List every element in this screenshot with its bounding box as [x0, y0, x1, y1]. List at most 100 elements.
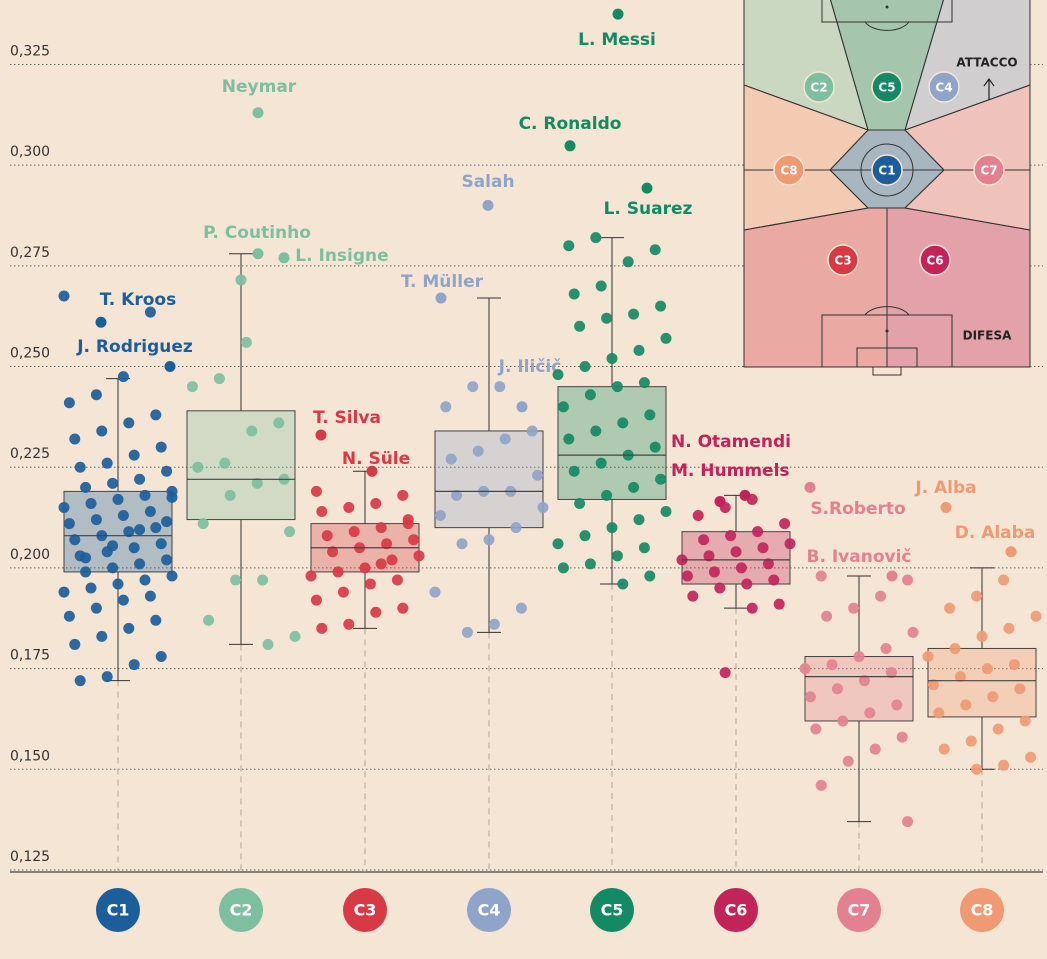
point [938, 743, 950, 755]
zone-badge [803, 71, 835, 103]
point [552, 538, 564, 550]
category-label: C5 [601, 901, 624, 920]
point [584, 389, 596, 401]
y-tick-label: 0,275 [10, 245, 50, 261]
labelled-point [435, 292, 447, 304]
point [633, 344, 645, 356]
zone-label: C8 [780, 164, 797, 178]
point [976, 630, 988, 642]
point [90, 602, 102, 614]
point [58, 586, 70, 598]
grid: 0,125 0,150 0,175 0,200 0,225 0,250 0,275 0,300… [10, 43, 1043, 873]
point [74, 675, 86, 687]
point [139, 574, 151, 586]
point [112, 578, 124, 590]
point [804, 691, 816, 703]
point [725, 530, 737, 542]
labelled-point [366, 465, 378, 477]
point [213, 373, 225, 385]
point [327, 546, 339, 558]
point [606, 522, 618, 534]
point [69, 638, 81, 650]
point [386, 554, 398, 566]
point [579, 530, 591, 542]
point [90, 389, 102, 401]
point [375, 522, 387, 534]
point [397, 489, 409, 501]
category-label: C6 [725, 901, 748, 920]
zone [743, 84, 870, 231]
point [719, 667, 731, 679]
point [235, 274, 247, 286]
point [842, 755, 854, 767]
category-label: C2 [230, 901, 253, 920]
point [515, 602, 527, 614]
point [638, 542, 650, 554]
point [107, 540, 119, 552]
zone-label: C1 [878, 164, 895, 178]
zone [743, 207, 888, 368]
point [692, 510, 704, 522]
point [617, 578, 629, 590]
point [429, 586, 441, 598]
zone-label: C7 [980, 164, 997, 178]
point [965, 735, 977, 747]
point [74, 461, 86, 473]
point [885, 667, 897, 679]
point [853, 651, 865, 663]
point [971, 763, 983, 775]
point [590, 232, 602, 244]
point [907, 626, 919, 638]
labelled-point [482, 199, 494, 211]
point [779, 518, 791, 530]
zone-label: C6 [926, 254, 943, 268]
point [273, 417, 285, 429]
point [1019, 715, 1031, 727]
point [150, 522, 162, 534]
point [826, 659, 838, 671]
point [568, 288, 580, 300]
point [343, 501, 355, 513]
category-badge [714, 888, 758, 932]
point [628, 308, 640, 320]
point [902, 816, 914, 828]
point [998, 574, 1010, 586]
y-tick-label: 0,200 [10, 547, 50, 563]
point [1008, 659, 1020, 671]
player-label: Neymar [222, 77, 297, 97]
point [644, 409, 656, 421]
point [246, 425, 258, 437]
point [981, 663, 993, 675]
point [821, 610, 833, 622]
point [321, 530, 333, 542]
point [144, 506, 156, 518]
point [483, 534, 495, 546]
category-label: C3 [354, 901, 377, 920]
point [922, 651, 934, 663]
point [197, 518, 209, 530]
point [557, 401, 569, 413]
point [337, 586, 349, 598]
point [219, 457, 231, 469]
labelled-point [940, 501, 952, 513]
point [144, 306, 156, 318]
point [869, 743, 881, 755]
point [370, 497, 382, 509]
labelled-point [95, 316, 107, 328]
point [186, 381, 198, 393]
point [316, 506, 328, 518]
point [992, 723, 1004, 735]
point [402, 518, 414, 530]
category-badge [837, 888, 881, 932]
player-label: Salah [461, 172, 514, 192]
pitch-inset: C1 C2 C3 C4 C5 C6 C7 C8 ATTACCO DIFESA [743, 0, 1031, 376]
point [601, 489, 613, 501]
labelled-point [252, 107, 264, 119]
labelled-point [164, 361, 176, 373]
point [332, 566, 344, 578]
point [660, 506, 672, 518]
point [622, 256, 634, 268]
point [144, 590, 156, 602]
point [611, 550, 623, 562]
